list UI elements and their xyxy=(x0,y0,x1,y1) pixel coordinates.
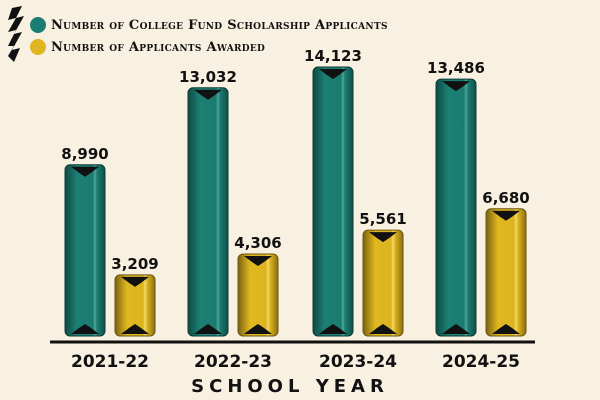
bar-group: 13,486 xyxy=(427,59,485,337)
bar-pattern xyxy=(442,324,470,334)
bar-pattern xyxy=(244,255,272,266)
bar-awarded xyxy=(485,208,527,337)
data-label: 8,990 xyxy=(61,145,108,163)
bar-applicants xyxy=(187,87,229,337)
data-label: 14,123 xyxy=(304,47,362,65)
bar-pattern xyxy=(319,324,347,334)
bar-pattern xyxy=(71,166,99,177)
data-label: 6,680 xyxy=(482,189,529,207)
bar-applicants xyxy=(312,66,354,337)
bar-awarded xyxy=(114,274,156,337)
logo-icon xyxy=(8,6,24,62)
legend-swatch-gold xyxy=(30,39,46,55)
bar-awarded xyxy=(362,229,404,337)
legend-label: Number of College Fund Scholarship Appli… xyxy=(51,17,388,33)
bar-pattern xyxy=(492,210,520,221)
bar-group: 3,209 xyxy=(111,255,159,337)
bar-group: 13,032 xyxy=(179,68,237,337)
x-tick-label: 2023-24 xyxy=(319,352,397,372)
legend-swatch-teal xyxy=(30,17,46,33)
bar-group: 5,561 xyxy=(359,210,407,337)
bar-awarded xyxy=(237,253,279,337)
bar-group: 8,990 xyxy=(61,145,109,337)
legend-label: Number of Applicants Awarded xyxy=(51,39,266,55)
bar-pattern xyxy=(492,324,520,334)
legend: Number of College Fund Scholarship Appli… xyxy=(30,14,388,58)
bar-pattern xyxy=(194,89,222,100)
x-tick-label: 2022-23 xyxy=(194,352,272,372)
x-tick-label: 2024-25 xyxy=(442,352,520,372)
data-label: 13,032 xyxy=(179,68,237,86)
bar-pattern xyxy=(121,324,149,334)
bar-pattern xyxy=(319,69,347,79)
data-label: 13,486 xyxy=(427,59,485,77)
bar-pattern xyxy=(369,324,397,334)
x-tick-label: 2021-22 xyxy=(71,352,149,372)
data-label: 5,561 xyxy=(359,210,406,228)
data-label: 3,209 xyxy=(111,255,158,273)
bar-group: 4,306 xyxy=(234,234,282,337)
bar-applicants xyxy=(64,164,106,337)
bar-pattern xyxy=(369,232,397,243)
x-axis-title: SCHOOL YEAR xyxy=(191,376,389,397)
data-label: 4,306 xyxy=(234,234,281,252)
bar-pattern xyxy=(442,81,470,92)
legend-item-awarded: Number of Applicants Awarded xyxy=(30,36,388,58)
legend-item-applicants: Number of College Fund Scholarship Appli… xyxy=(30,14,388,36)
bar-pattern xyxy=(71,324,99,334)
bar-pattern xyxy=(194,324,222,334)
bar-group: 14,123 xyxy=(304,47,362,337)
bar-pattern xyxy=(121,276,149,287)
bar-pattern xyxy=(244,324,272,334)
bar-applicants xyxy=(435,78,477,337)
bar-group: 6,680 xyxy=(482,189,530,337)
